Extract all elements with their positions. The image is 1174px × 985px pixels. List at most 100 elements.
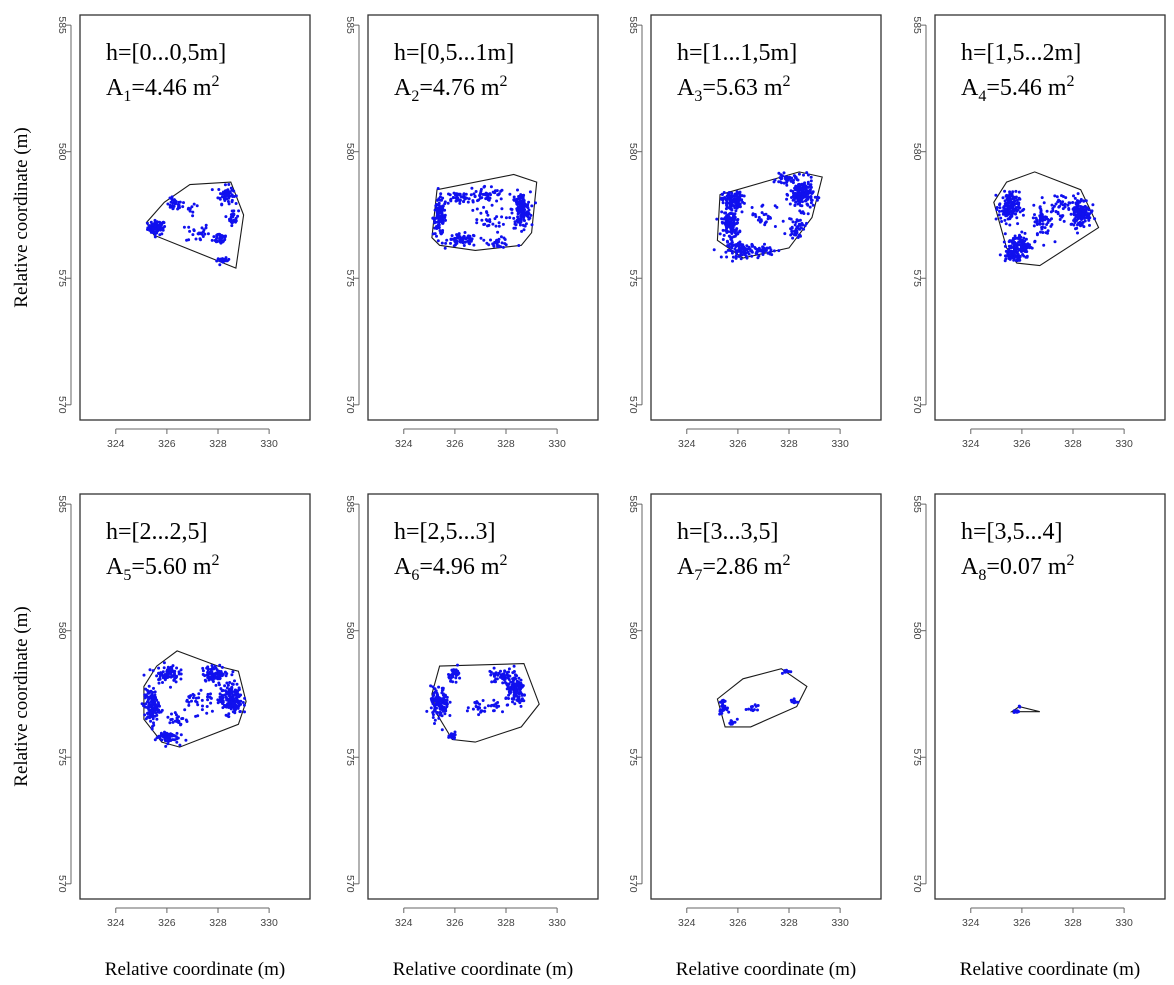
- data-point: [747, 707, 751, 711]
- data-point: [198, 232, 202, 235]
- data-point: [440, 213, 444, 217]
- convex-hull: [431, 663, 540, 743]
- x-tick-label: 328: [209, 917, 227, 929]
- data-point: [1018, 206, 1022, 210]
- data-point: [224, 193, 228, 197]
- y-tick-label: 585: [344, 16, 356, 34]
- data-point: [1015, 255, 1019, 259]
- data-point: [182, 225, 186, 229]
- data-point: [201, 669, 205, 673]
- data-point: [218, 263, 222, 267]
- data-point: [513, 677, 517, 681]
- data-point: [492, 666, 496, 670]
- data-point: [1088, 223, 1091, 227]
- data-point: [171, 201, 175, 205]
- data-point: [221, 699, 225, 703]
- y-axis-title: Relative coordinate (m): [11, 127, 32, 307]
- data-point: [740, 198, 744, 202]
- data-point: [799, 186, 803, 190]
- data-point: [514, 692, 518, 696]
- data-point: [727, 220, 730, 223]
- data-point: [497, 237, 501, 241]
- area-label: A3=5.63 m2: [677, 73, 791, 105]
- data-point: [724, 197, 728, 201]
- data-point: [516, 681, 520, 685]
- data-point: [803, 224, 807, 228]
- data-point: [475, 218, 479, 222]
- data-point: [446, 201, 450, 205]
- data-point: [439, 192, 443, 196]
- data-point: [432, 693, 436, 697]
- data-point: [715, 217, 719, 221]
- data-point: [1067, 207, 1071, 210]
- data-point: [482, 205, 486, 209]
- data-point: [739, 248, 743, 252]
- panel-7: 324 326 328 330 570 575 580 585 h=[3...3,5] A7=2.…: [627, 493, 882, 980]
- data-point: [1040, 226, 1044, 230]
- data-point: [719, 255, 723, 259]
- x-tick-label: 330: [831, 917, 849, 929]
- data-point: [194, 237, 198, 241]
- data-point: [744, 708, 748, 711]
- data-point: [144, 702, 148, 706]
- data-point: [486, 704, 490, 708]
- data-point: [734, 209, 738, 213]
- data-point: [161, 220, 165, 224]
- data-point: [730, 251, 734, 255]
- data-point: [725, 231, 729, 234]
- data-point: [1013, 212, 1017, 216]
- data-point: [440, 689, 444, 692]
- data-point: [220, 258, 224, 262]
- data-point: [208, 675, 212, 679]
- data-point: [223, 183, 227, 187]
- data-point: [194, 699, 198, 703]
- data-point: [155, 674, 159, 678]
- data-point: [792, 174, 796, 178]
- data-point: [430, 700, 434, 704]
- data-point: [785, 197, 789, 201]
- data-point: [736, 231, 740, 235]
- data-point: [515, 698, 519, 702]
- data-point: [168, 205, 172, 209]
- data-point: [783, 232, 787, 236]
- data-point: [243, 710, 246, 714]
- data-point: [231, 670, 235, 674]
- data-point: [154, 697, 158, 701]
- data-point: [146, 689, 149, 692]
- data-point: [156, 225, 160, 229]
- data-point: [1011, 241, 1015, 245]
- data-point: [730, 246, 734, 250]
- data-point: [1003, 254, 1007, 258]
- x-tick-label: 330: [260, 438, 278, 450]
- data-point: [478, 193, 482, 197]
- y-tick-label: 570: [627, 875, 639, 893]
- data-point: [230, 209, 234, 213]
- data-point: [1042, 201, 1046, 205]
- data-point: [756, 708, 759, 712]
- data-point: [234, 194, 238, 198]
- y-tick-label: 575: [344, 269, 356, 287]
- data-point: [174, 680, 178, 684]
- data-point: [179, 668, 183, 672]
- data-point: [158, 704, 161, 708]
- data-point: [511, 700, 514, 704]
- data-point: [997, 213, 1001, 217]
- x-tick-label: 330: [260, 917, 278, 929]
- data-point: [217, 188, 221, 191]
- data-point: [473, 195, 477, 199]
- data-point: [144, 693, 148, 697]
- data-point: [1060, 215, 1064, 219]
- data-point: [243, 696, 247, 700]
- data-point: [1078, 200, 1082, 204]
- data-point: [437, 223, 441, 227]
- data-point: [730, 243, 734, 247]
- data-point: [509, 680, 513, 684]
- data-point: [165, 671, 169, 675]
- data-point: [523, 224, 526, 228]
- data-point: [440, 686, 444, 690]
- data-point: [448, 700, 452, 704]
- data-point: [153, 738, 157, 742]
- data-point: [431, 711, 435, 714]
- data-point: [146, 691, 150, 695]
- data-point: [1018, 254, 1022, 258]
